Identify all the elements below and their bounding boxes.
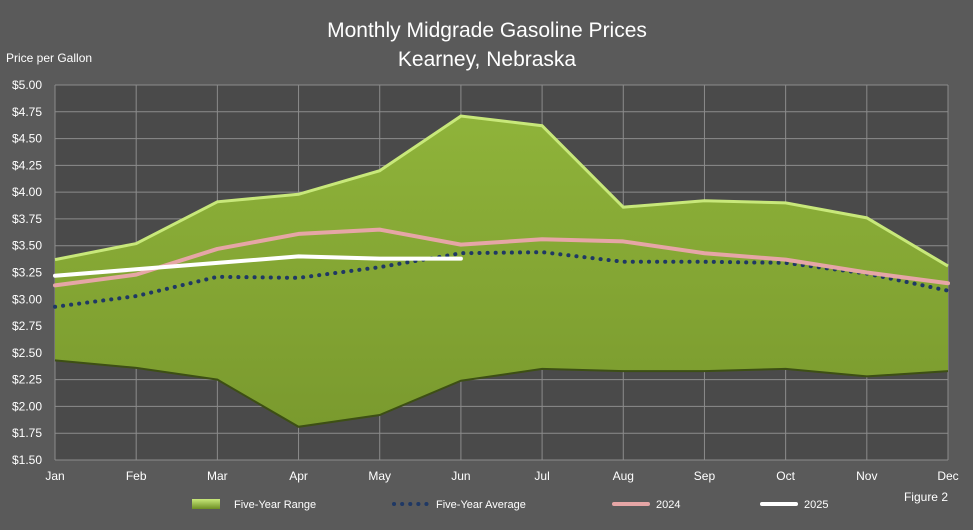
x-tick-label: Apr: [289, 469, 308, 483]
x-tick-label: Jan: [45, 469, 64, 483]
x-tick-label: Oct: [776, 469, 795, 483]
x-tick-label: Jul: [534, 469, 549, 483]
y-tick-label: $3.00: [12, 292, 42, 306]
figure-label: Figure 2: [904, 490, 948, 504]
x-tick-label: Jun: [451, 469, 470, 483]
series-line-2025: [53, 254, 463, 278]
x-tick-label: Aug: [613, 469, 634, 483]
y-tick-label: $2.75: [12, 319, 42, 333]
y-tick-label: $2.25: [12, 373, 42, 387]
y-tick-label: $4.00: [12, 185, 42, 199]
y-tick-label: $1.50: [12, 453, 42, 467]
y-tick-label: $4.50: [12, 132, 42, 146]
chart-subtitle: Kearney, Nebraska: [398, 48, 577, 71]
x-tick-label: Feb: [126, 469, 147, 483]
five-year-range-high-edge: [54, 114, 949, 268]
legend-label-2024: 2024: [656, 499, 680, 511]
y-tick-label: $4.25: [12, 158, 42, 172]
y-tick-label: $4.75: [12, 105, 42, 119]
series-line-2024: [53, 227, 950, 288]
legend: Five-Year Range Five-Year Average 2024 2025: [192, 499, 828, 511]
y-tick-label: $5.00: [12, 78, 42, 92]
y-tick-label: $3.75: [12, 212, 42, 226]
x-tick-label: Sep: [694, 469, 716, 483]
y-tick-label: $1.75: [12, 426, 42, 440]
x-tick-label: Mar: [207, 469, 228, 483]
legend-label-2025: 2025: [804, 499, 828, 511]
five-year-range-area: [55, 116, 948, 427]
y-tick-label: $2.00: [12, 399, 42, 413]
x-tick-label: Dec: [937, 469, 958, 483]
x-tick-label: May: [368, 469, 391, 483]
y-tick-label: $3.25: [12, 266, 42, 280]
y-axis-title: Price per Gallon: [6, 51, 92, 65]
y-tick-label: $3.50: [12, 239, 42, 253]
legend-swatch-five-year-range: [192, 499, 220, 509]
legend-label-five-year-range: Five-Year Range: [234, 499, 316, 511]
five-year-range-low-edge: [54, 359, 949, 428]
chart-title: Monthly Midgrade Gasoline Prices: [327, 19, 647, 42]
plot-area: $5.00 $4.75 $4.50 $4.25 $4.00 $3.75 $3.50 $3.25…: [12, 78, 959, 483]
y-tick-label: $2.50: [12, 346, 42, 360]
legend-label-five-year-average: Five-Year Average: [436, 499, 526, 511]
x-tick-label: Nov: [856, 469, 877, 483]
